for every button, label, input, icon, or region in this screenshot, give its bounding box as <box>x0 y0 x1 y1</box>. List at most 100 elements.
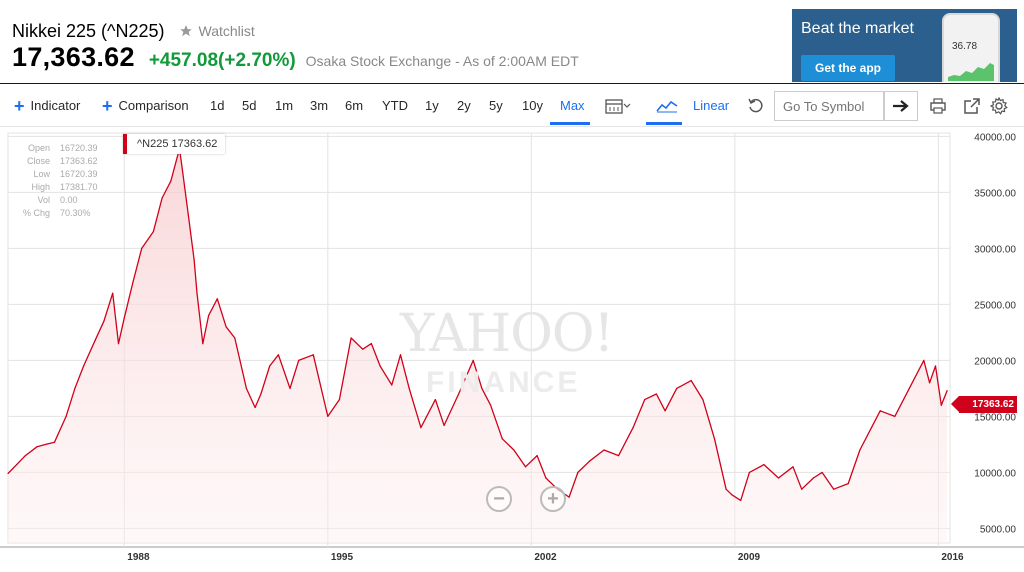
range-1d[interactable]: 1d <box>210 98 225 113</box>
ohlc-value: 17363.62 <box>60 156 98 166</box>
data-point <box>946 390 948 392</box>
ohlc-label: Open <box>27 143 50 153</box>
data-point <box>644 399 646 401</box>
data-point <box>117 343 120 345</box>
ohlc-high: High 17381.70 <box>14 181 97 194</box>
zoom-in-button[interactable]: + <box>540 486 566 512</box>
data-point <box>664 410 666 412</box>
plus-icon: + <box>547 488 559 510</box>
range-2y[interactable]: 2y <box>457 98 471 113</box>
chart-type-button[interactable] <box>654 95 680 117</box>
data-point <box>379 365 381 367</box>
data-point <box>801 488 803 490</box>
price-row: 17,363.62 +457.08(+2.70%) Osaka Stock Ex… <box>12 42 579 73</box>
x-tick-label: 2009 <box>738 552 761 563</box>
y-tick-label: 5000.00 <box>980 524 1017 535</box>
data-point <box>731 494 733 496</box>
comparison-button[interactable]: + Comparison <box>102 97 189 115</box>
print-button[interactable] <box>927 95 949 117</box>
phone-chart-icon <box>948 63 994 81</box>
data-point <box>536 455 538 457</box>
zoom-out-button[interactable]: − <box>486 486 512 512</box>
go-to-symbol-button[interactable] <box>884 91 918 121</box>
ohlc-label: High <box>31 182 50 192</box>
data-point <box>713 438 716 440</box>
last-price: 17,363.62 <box>12 42 135 72</box>
chart-type-underline <box>646 122 682 125</box>
y-tick-label: 40000.00 <box>974 132 1016 143</box>
range-3m[interactable]: 3m <box>310 98 329 113</box>
reset-button[interactable] <box>745 95 767 117</box>
data-point <box>847 483 849 485</box>
range-5y[interactable]: 5y <box>489 98 503 113</box>
data-point <box>350 337 352 339</box>
data-point <box>254 406 256 409</box>
comparison-label: Comparison <box>118 98 189 113</box>
date-range-button[interactable] <box>602 95 634 117</box>
data-point <box>193 258 195 261</box>
data-point <box>152 230 154 233</box>
calendar-icon <box>605 99 623 114</box>
data-point <box>588 460 591 462</box>
data-point <box>740 499 742 502</box>
chart-toolbar: + Indicator + Comparison 1d 5d 1m 3m 6m … <box>0 85 1024 127</box>
watchlist-label: Watchlist <box>198 23 255 39</box>
range-max[interactable]: Max <box>560 98 585 113</box>
range-1y[interactable]: 1y <box>425 98 439 113</box>
get-app-button[interactable]: Get the app <box>801 55 895 81</box>
price-change-percent: (+2.70%) <box>218 50 296 71</box>
data-point <box>391 384 393 386</box>
data-point <box>870 427 873 429</box>
x-tick-label: 1995 <box>331 552 354 563</box>
ohlc-label: Vol <box>37 195 50 205</box>
ohlc-value: 16720.39 <box>60 143 98 153</box>
range-1m[interactable]: 1m <box>275 98 294 113</box>
data-point <box>929 382 931 384</box>
data-point <box>568 496 570 498</box>
data-point <box>792 466 794 468</box>
data-point <box>923 359 925 362</box>
data-point <box>702 399 704 401</box>
ohlc-open: Open 16720.39 <box>14 142 98 155</box>
range-active-underline <box>550 122 590 125</box>
scale-linear-button[interactable]: Linear <box>693 98 730 113</box>
phone-image: 36.78 <box>942 13 1000 82</box>
data-point <box>112 292 114 294</box>
watermark-yahoo: YAHOO! <box>400 304 614 364</box>
go-to-symbol-input[interactable] <box>774 91 884 121</box>
range-10y[interactable]: 10y <box>522 98 543 113</box>
data-point <box>812 477 814 479</box>
data-point <box>65 415 67 418</box>
app-ad-banner[interactable]: Beat the market Get the app 36.78 <box>792 9 1017 82</box>
range-6m[interactable]: 6m <box>345 98 364 113</box>
data-point <box>632 427 634 429</box>
range-ytd[interactable]: YTD <box>382 98 408 113</box>
y-tick-label: 15000.00 <box>974 412 1016 423</box>
range-5d[interactable]: 5d <box>242 98 257 113</box>
indicator-label: Indicator <box>30 98 81 113</box>
chart-type-icon <box>656 100 678 113</box>
price-chart[interactable]: 5000.00 10000.00 15000.00 20000.00 25000.00 3… <box>0 127 1024 572</box>
data-point <box>434 399 436 401</box>
data-point <box>7 472 9 475</box>
data-point <box>859 449 861 451</box>
popout-icon <box>964 98 980 114</box>
data-point <box>617 455 620 457</box>
data-point <box>82 365 85 367</box>
data-point <box>327 415 329 418</box>
data-point <box>312 354 314 356</box>
data-point <box>490 404 492 406</box>
watchlist-button[interactable]: Watchlist <box>179 23 255 39</box>
data-point <box>894 415 896 418</box>
popout-button[interactable] <box>961 95 983 117</box>
data-point <box>260 393 262 395</box>
data-point <box>545 477 547 479</box>
price-change-value: +457.08 <box>148 50 219 71</box>
settings-button[interactable] <box>988 95 1010 117</box>
series-legend-tag[interactable]: ^N225 17363.62 <box>123 134 226 154</box>
data-point <box>940 404 942 406</box>
ohlc-chg: % Chg 70.30% <box>14 207 98 220</box>
data-point <box>132 281 134 283</box>
data-point <box>187 214 189 216</box>
indicator-button[interactable]: + Indicator <box>14 97 80 115</box>
